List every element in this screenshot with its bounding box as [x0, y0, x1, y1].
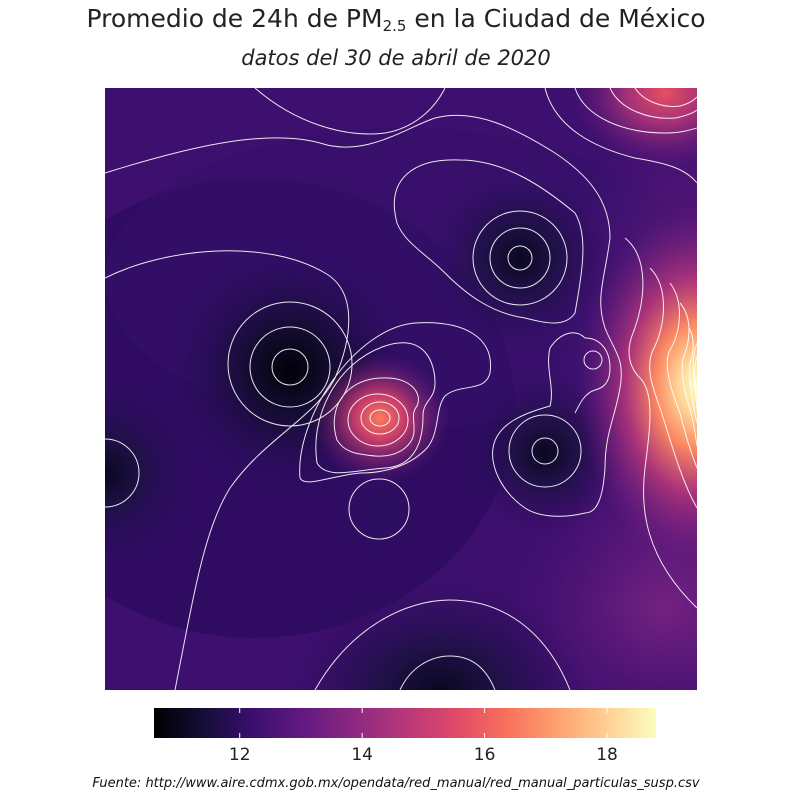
title-main: Promedio de 24h de PM — [86, 4, 383, 33]
colorbar-tick-label: 12 — [229, 745, 251, 765]
contour-line — [688, 327, 697, 424]
contour-line — [692, 342, 697, 411]
colorbar-tick-label: 14 — [351, 745, 373, 765]
contour-line — [649, 267, 697, 509]
contour-line — [609, 88, 697, 119]
title-rest: en la Ciudad de México — [406, 4, 706, 33]
contour-line — [393, 159, 584, 324]
chart-subtitle: datos del 30 de abril de 2020 — [241, 46, 551, 70]
colorbar-tick-label: 16 — [474, 745, 496, 765]
contour-line — [105, 250, 350, 690]
high-east-edge — [577, 206, 697, 566]
contour-line — [333, 377, 419, 457]
contour-line — [314, 599, 571, 690]
colorbar-tick-label: 18 — [596, 745, 618, 765]
contour-ring — [489, 227, 551, 289]
contour-ring — [369, 409, 391, 427]
low-south-edge — [290, 580, 590, 690]
contour-ring — [507, 245, 533, 271]
contour-ring — [249, 326, 331, 408]
contour-ring — [348, 478, 410, 540]
contour-line — [299, 322, 492, 483]
contour-line — [634, 88, 697, 107]
contour-ring — [105, 438, 140, 508]
contour-ring — [347, 393, 409, 447]
contour-line — [574, 337, 611, 414]
contour-ring — [531, 437, 559, 465]
contour-line — [624, 237, 697, 609]
contour-line — [544, 88, 697, 184]
contour-line — [254, 88, 446, 135]
low-west-edge — [105, 383, 195, 563]
contour-ring — [583, 350, 603, 370]
low-north-center — [430, 168, 610, 348]
contour-ring — [271, 348, 309, 386]
colorbar-ticks: 12 14 16 18 — [229, 708, 618, 765]
pm25-surface-map — [105, 88, 697, 690]
contour-lines — [105, 88, 697, 690]
contour-line — [315, 342, 436, 474]
contour-line — [679, 302, 697, 447]
colorbar: 12 14 16 18 — [154, 708, 656, 765]
high-northeast-corner — [570, 88, 697, 168]
contour-line — [694, 355, 697, 397]
contour-line — [666, 282, 697, 469]
contour-line — [399, 655, 496, 690]
contour-line — [574, 88, 697, 134]
colorbar-gradient — [154, 708, 656, 738]
contour-ring — [508, 414, 582, 488]
contour-ring — [360, 401, 400, 435]
contour-ring — [227, 301, 353, 427]
high-center — [310, 353, 450, 483]
source-note: Fuente: http://www.aire.cdmx.gob.mx/open… — [92, 776, 700, 791]
chart-title: Promedio de 24h de PM2.5 en la Ciudad de… — [0, 4, 792, 35]
contour-line — [105, 114, 622, 517]
contour-ring — [472, 210, 568, 306]
title-subscript: 2.5 — [382, 17, 407, 35]
